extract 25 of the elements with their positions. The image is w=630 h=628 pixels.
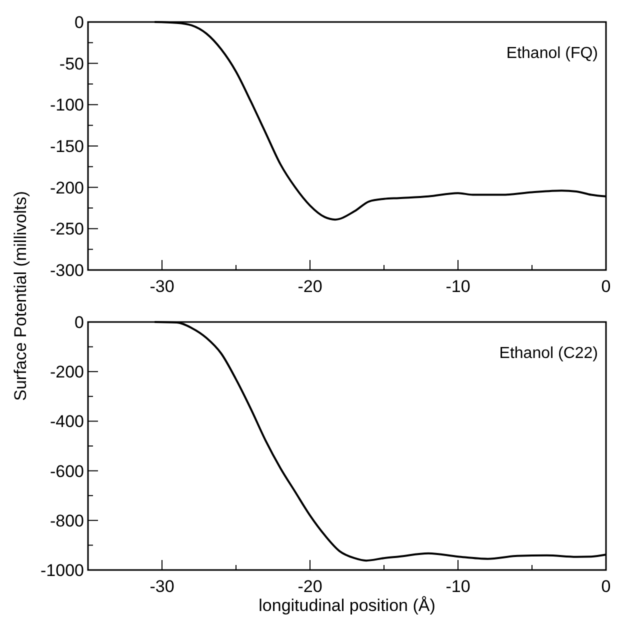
y-tick-label: -250 [50,220,84,239]
y-tick-label: 0 [74,13,84,32]
x-tick-label: -10 [446,577,470,596]
y-tick-label: 0 [74,313,84,332]
x-tick-label: -30 [150,577,174,596]
y-tick-label: -800 [50,511,84,530]
x-tick-label: -10 [446,277,470,296]
y-tick-label: -200 [50,178,84,198]
x-axis-title: longitudinal position (Å) [258,596,436,615]
y-tick-label: -400 [50,412,84,432]
x-tick-label: -30 [150,277,174,296]
x-tick-label: 0 [601,577,611,596]
y-tick-label: -200 [50,362,84,382]
y-tick-label: -300 [50,261,84,280]
y-tick-label: -50 [59,54,84,74]
y-axis-title: Surface Potential (millivolts) [11,191,30,401]
y-tick-label: -600 [50,462,84,481]
annotation: Ethanol (FQ) [506,45,598,62]
x-tick-label: -20 [298,577,322,596]
x-tick-label: 0 [601,277,611,296]
x-tick-label: -20 [298,277,322,296]
y-tick-label: -1000 [40,561,84,580]
annotation: Ethanol (C22) [499,345,598,362]
y-tick-label: -100 [50,96,84,115]
y-tick-label: -150 [50,137,84,156]
